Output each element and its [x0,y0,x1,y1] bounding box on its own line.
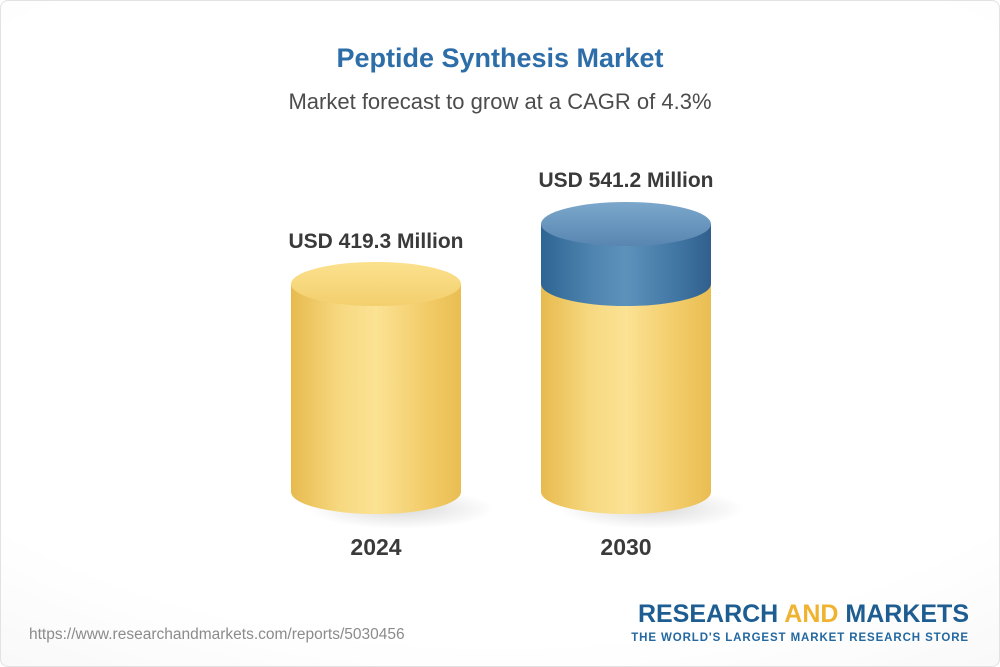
logo-word-research: RESEARCH [637,600,779,628]
logo-word-markets: MARKETS [845,600,969,628]
bar-2024-cylinder [291,262,461,514]
base-segment [291,284,461,514]
value-label-2030: USD 541.2 Million [538,169,714,192]
logo-tagline: THE WORLD'S LARGEST MARKET RESEARCH STOR… [631,632,969,644]
logo-wordmark: RESEARCH AND MARKETS [631,602,969,627]
chart-title: Peptide Synthesis Market [336,43,664,73]
bar-2030-cylinder [541,202,711,514]
x-axis-label-2024: 2024 [350,534,402,560]
logo-word-and: AND [784,600,839,628]
report-url: https://www.researchandmarkets.com/repor… [29,626,405,643]
cylinder-top-2030 [541,202,711,246]
research-and-markets-logo: RESEARCH AND MARKETS THE WORLD'S LARGEST… [631,602,969,645]
chart-subtitle: Market forecast to grow at a CAGR of 4.3… [288,89,712,114]
cylinder-top-2024 [291,262,461,306]
x-axis-label-2030: 2030 [600,534,652,560]
value-label-2024: USD 419.3 Million [288,230,464,253]
